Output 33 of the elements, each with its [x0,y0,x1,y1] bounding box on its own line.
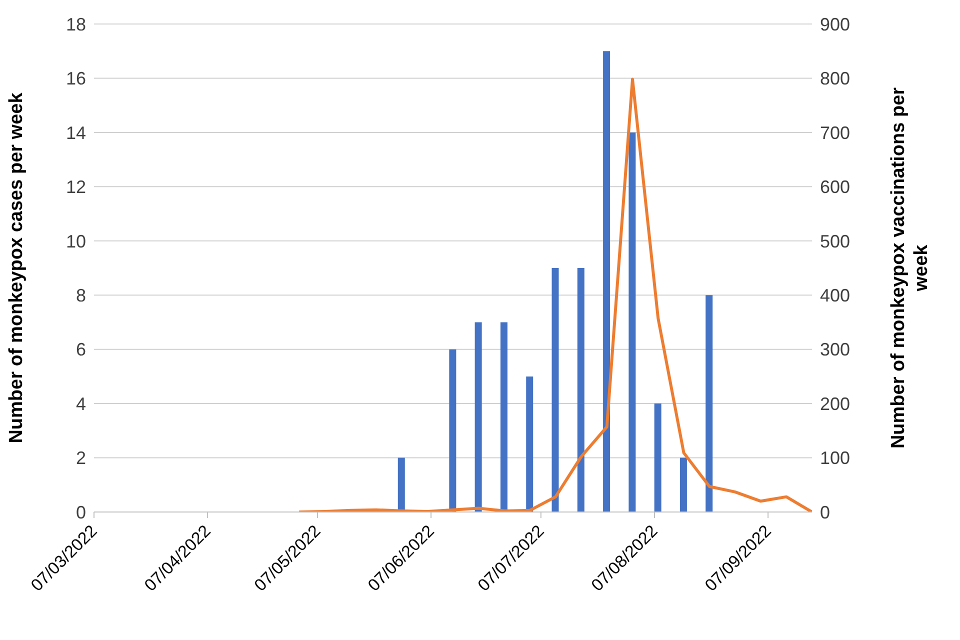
y2-tick-label: 700 [820,122,850,143]
y-tick-label: 14 [66,122,86,143]
y2-tick-label: 800 [820,68,850,89]
bar [474,322,482,512]
bar [526,376,534,512]
y-tick-label: 8 [76,286,86,306]
y2-tick-label: 100 [820,448,850,468]
y-tick-label: 10 [66,231,86,252]
y2-tick-label: 200 [820,394,850,414]
y2-tick-label: 0 [820,502,830,522]
y-tick-label: 4 [76,394,86,414]
y2-tick-label: 400 [820,286,850,306]
y2-tick-label: 300 [820,340,850,360]
y-tick-label: 12 [66,177,86,198]
y-tick-label: 0 [76,502,86,522]
y-tick-label: 6 [76,340,86,360]
bar [628,132,636,512]
y-axis-title: Number of monkeypox cases per week [6,92,27,444]
y2-tick-label: 500 [820,231,850,252]
bar [603,51,610,512]
y-tick-label: 16 [66,68,86,89]
bar [706,295,713,512]
bar [577,268,584,512]
y2-axis-title: Number of monkeypox vaccinations per week [888,86,932,449]
line-series [298,78,812,512]
bar [552,268,559,512]
bar [680,458,687,512]
bar [449,349,456,512]
y-tick-label: 2 [76,448,86,468]
y2-tick-label: 600 [820,177,850,198]
y-tick-label: 18 [66,14,86,34]
y2-tick-label: 900 [820,14,850,34]
bar [654,404,662,512]
